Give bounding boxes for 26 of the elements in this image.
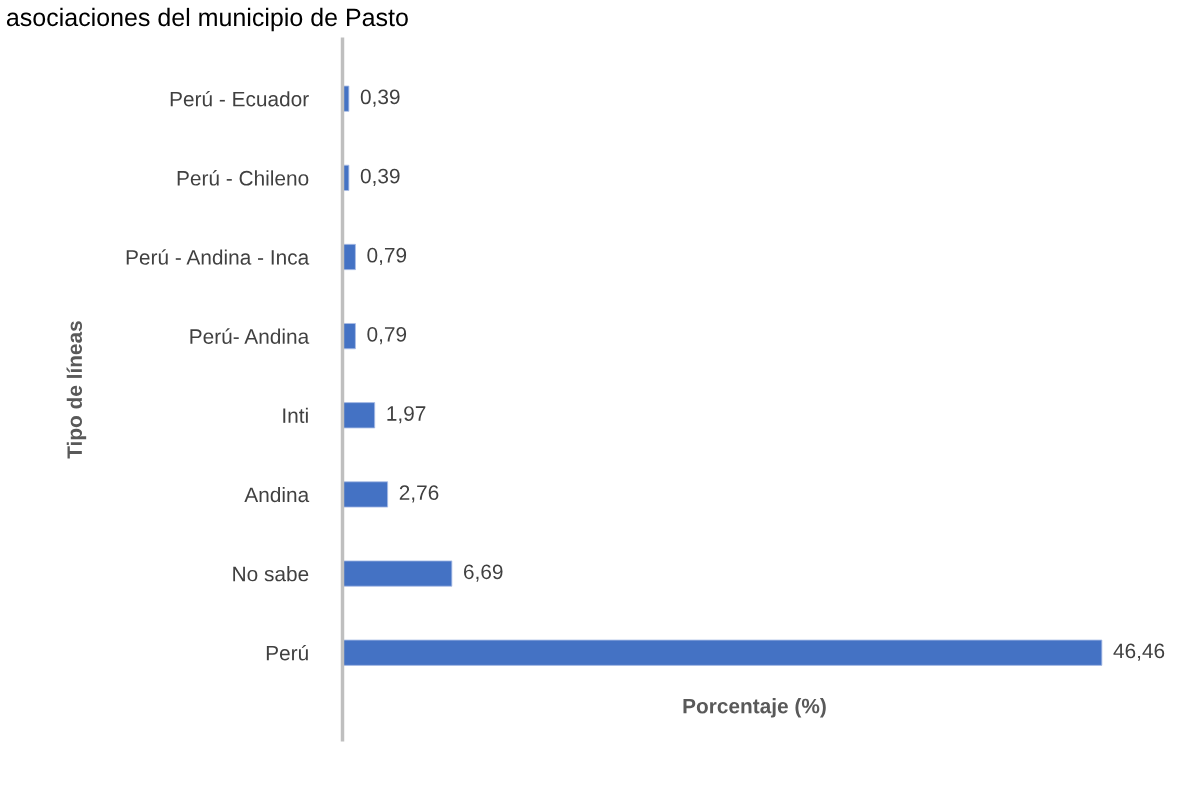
y-tick-label: Perú- Andina	[190, 328, 310, 344]
y-tick-label: Perú - Andina - Inca	[126, 249, 310, 265]
y-tick-label: Perú - Chileno	[177, 170, 309, 186]
bar	[342, 560, 453, 587]
data-label: 0,79	[367, 326, 407, 345]
data-label: 1,97	[387, 406, 426, 424]
bar	[342, 481, 389, 508]
x-axis-title: Porcentaje (%)	[683, 698, 826, 718]
data-label: 0,79	[367, 247, 407, 266]
data-label: 46,46	[1113, 643, 1165, 661]
bar	[342, 243, 356, 271]
y-tick-label: Andina	[244, 486, 310, 503]
y-tick-label: Perú - Ecuador	[170, 90, 309, 107]
data-label: 0,39	[360, 89, 400, 107]
y-axis-title: Tipo de líneas	[66, 321, 87, 459]
data-label: 0,39	[360, 168, 400, 186]
chart-title: asociaciones del municipio de Pasto	[6, 7, 408, 32]
data-label: 2,76	[399, 485, 439, 503]
y-tick-label: Inti	[283, 407, 308, 423]
bar	[342, 85, 350, 112]
y-tick-label: No sabe	[233, 566, 309, 582]
bar	[342, 323, 356, 350]
y-tick-label: Perú	[266, 644, 308, 661]
bar	[342, 402, 376, 429]
bar	[342, 639, 1103, 666]
data-label: 6,69	[464, 564, 503, 582]
